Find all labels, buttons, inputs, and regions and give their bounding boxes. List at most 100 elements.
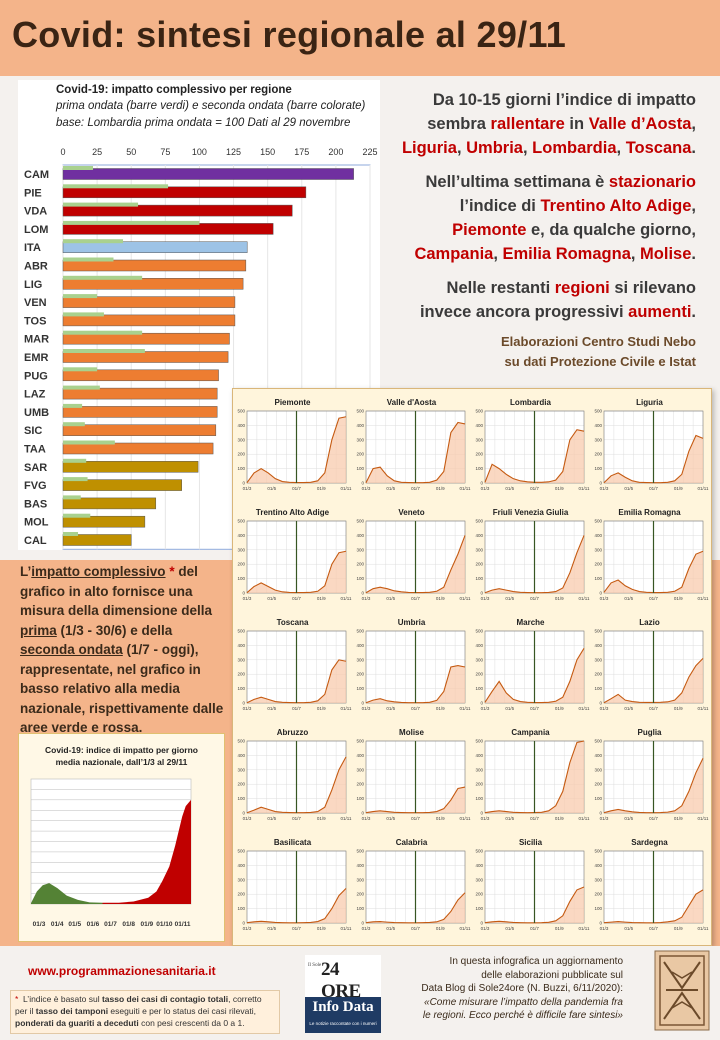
x-tick-label: 01/3 xyxy=(243,596,252,601)
region-area-chart: 0 100 200 300 400 500 01/3 01/5 01/7 01/9 01/11 xyxy=(237,519,351,602)
region-chart-title: Sicilia xyxy=(518,838,543,847)
summary-paragraph-1: Da 10-15 giorni l’indice di impatto semb… xyxy=(401,91,696,157)
y-tick-label: 0 xyxy=(599,921,602,926)
y-tick-label: 100 xyxy=(356,686,364,691)
y-tick-label: 300 xyxy=(237,437,245,442)
y-tick-label: 500 xyxy=(594,519,602,524)
impact-area xyxy=(247,551,346,593)
x-tick-label: 01/11 xyxy=(579,486,590,491)
x-tick-label: 01/5 xyxy=(267,816,276,821)
x-tick-label: 01/3 xyxy=(481,816,490,821)
y-tick-label: 500 xyxy=(356,519,364,524)
y-tick-label: 400 xyxy=(356,753,364,758)
x-tick-label: 01/7 xyxy=(530,706,539,711)
bar-first-wave xyxy=(63,349,145,353)
x-tick-label: 01/7 xyxy=(411,816,420,821)
x-tick-label: 01/11 xyxy=(698,926,709,931)
y-tick-label: 400 xyxy=(475,423,483,428)
bar-first-wave xyxy=(63,458,87,463)
x-tick-label: 01/7 xyxy=(530,596,539,601)
x-tick-label: 01/3 xyxy=(33,921,46,928)
y-tick-label: 500 xyxy=(237,629,245,634)
y-tick-label: 300 xyxy=(237,877,245,882)
x-tick-label: 01/5 xyxy=(267,596,276,601)
region-chart: Piemonte 0 100 200 300 400 500 01/3 01/5 01/7 01/9… xyxy=(233,389,352,498)
region-area-chart: 0 100 200 300 400 500 01/3 01/5 01/7 01/9 01/11 xyxy=(237,409,351,492)
x-tick-label: 01/9 xyxy=(555,816,564,821)
category-label: LAZ xyxy=(24,389,46,401)
region-chart: Puglia 0 100 200 300 400 500 01/3 01/5 01/7 01/9 01… xyxy=(590,719,709,828)
y-tick-label: 100 xyxy=(594,686,602,691)
x-tick-label: 01/5 xyxy=(386,816,395,821)
impact-area xyxy=(604,658,703,703)
region-area-chart: 0 100 200 300 400 500 01/3 01/5 01/7 01/9 01/11 xyxy=(594,519,708,602)
x-tick-label: 01/11 xyxy=(341,816,352,821)
region-chart: Sicilia 0 100 200 300 400 500 01/3 01/5 01/7 01/9 0… xyxy=(471,829,590,938)
bar-first-wave xyxy=(63,367,98,372)
x-tick-label: 01/11 xyxy=(460,706,471,711)
x-tick-label: 01/7 xyxy=(292,816,301,821)
x-tick-label: 01/5 xyxy=(624,706,633,711)
category-label: FVG xyxy=(24,480,47,492)
impact-area xyxy=(366,892,465,923)
category-label: SAR xyxy=(24,462,47,474)
region-chart-title: Lombardia xyxy=(510,398,551,407)
y-tick-label: 300 xyxy=(594,767,602,772)
x-tick-label: 01/7 xyxy=(104,921,117,928)
x-tick-label: 01/3 xyxy=(243,926,252,931)
x-tick-label: 01/7 xyxy=(411,596,420,601)
x-tick-label: 01/7 xyxy=(292,706,301,711)
region-chart-title: Trentino Alto Adige xyxy=(255,508,330,517)
y-tick-label: 200 xyxy=(594,452,602,457)
bar-first-wave xyxy=(63,477,88,482)
region-chart: Molise 0 100 200 300 400 500 01/3 01/5 01/7 01/9 01… xyxy=(352,719,471,828)
y-tick-label: 200 xyxy=(237,672,245,677)
y-tick-label: 500 xyxy=(475,739,483,744)
x-tick-label: 01/7 xyxy=(649,816,658,821)
y-tick-label: 400 xyxy=(237,753,245,758)
region-chart: Liguria 0 100 200 300 400 500 01/3 01/5 01/7 01/9 0… xyxy=(590,389,709,498)
x-tick-label: 01/7 xyxy=(292,926,301,931)
sole24ore-logo: Il Sole 24 ORE Info Data Le notizie racc… xyxy=(305,953,381,1035)
y-tick-label: 0 xyxy=(361,811,364,816)
bar-chart-subtitle: prima ondata (barre verdi) e seconda ond… xyxy=(56,100,366,112)
bar-second-wave xyxy=(62,387,218,400)
x-tick-label: 01/9 xyxy=(674,486,683,491)
category-label: PUG xyxy=(24,370,48,382)
credits-line-2: su dati Protezione Civile e Istat xyxy=(504,354,696,369)
category-label: VDA xyxy=(24,206,47,218)
bar-first-wave xyxy=(63,184,169,189)
x-tick-label: 01/5 xyxy=(267,706,276,711)
x-tick-label: 01/3 xyxy=(481,706,490,711)
website-link[interactable]: www.programmazionesanitaria.it xyxy=(28,964,216,978)
y-tick-label: 500 xyxy=(356,409,364,414)
x-tick-label: 01/7 xyxy=(411,926,420,931)
y-tick-label: 300 xyxy=(594,547,602,552)
y-tick-label: 0 xyxy=(599,481,602,486)
region-area-chart: 0 100 200 300 400 500 01/3 01/5 01/7 01/9 01/11 xyxy=(237,629,351,712)
region-chart-title: Campania xyxy=(511,728,550,737)
impact-area xyxy=(604,889,703,923)
bar-first-wave xyxy=(63,275,143,280)
x-tick-label: 01/11 xyxy=(341,926,352,931)
x-tick-label: 01/9 xyxy=(555,926,564,931)
x-tick-label: 01/9 xyxy=(436,486,445,491)
x-tick-label: 01/9 xyxy=(555,486,564,491)
y-tick-label: 100 xyxy=(594,796,602,801)
category-label: BAS xyxy=(24,498,47,510)
x-tick-label: 01/4 xyxy=(51,921,64,928)
x-tick-label: 01/9 xyxy=(317,706,326,711)
region-chart-title: Basilicata xyxy=(273,838,312,847)
region-chart-title: Emilia Romagna xyxy=(618,508,681,517)
x-tick-label: 01/11 xyxy=(579,926,590,931)
y-tick-label: 500 xyxy=(594,739,602,744)
y-tick-label: 200 xyxy=(356,782,364,787)
national-chart-card: Covid-19: indice di impatto per giorno m… xyxy=(18,733,225,942)
x-tick-label: 01/3 xyxy=(600,706,609,711)
region-chart: Toscana 0 100 200 300 400 500 01/3 01/5 01/7 01/9 0… xyxy=(233,609,352,718)
x-tick-label: 01/3 xyxy=(362,816,371,821)
x-tick-label: 01/7 xyxy=(530,486,539,491)
region-chart-title: Lazio xyxy=(639,618,660,627)
y-tick-label: 100 xyxy=(237,466,245,471)
y-tick-label: 300 xyxy=(594,657,602,662)
